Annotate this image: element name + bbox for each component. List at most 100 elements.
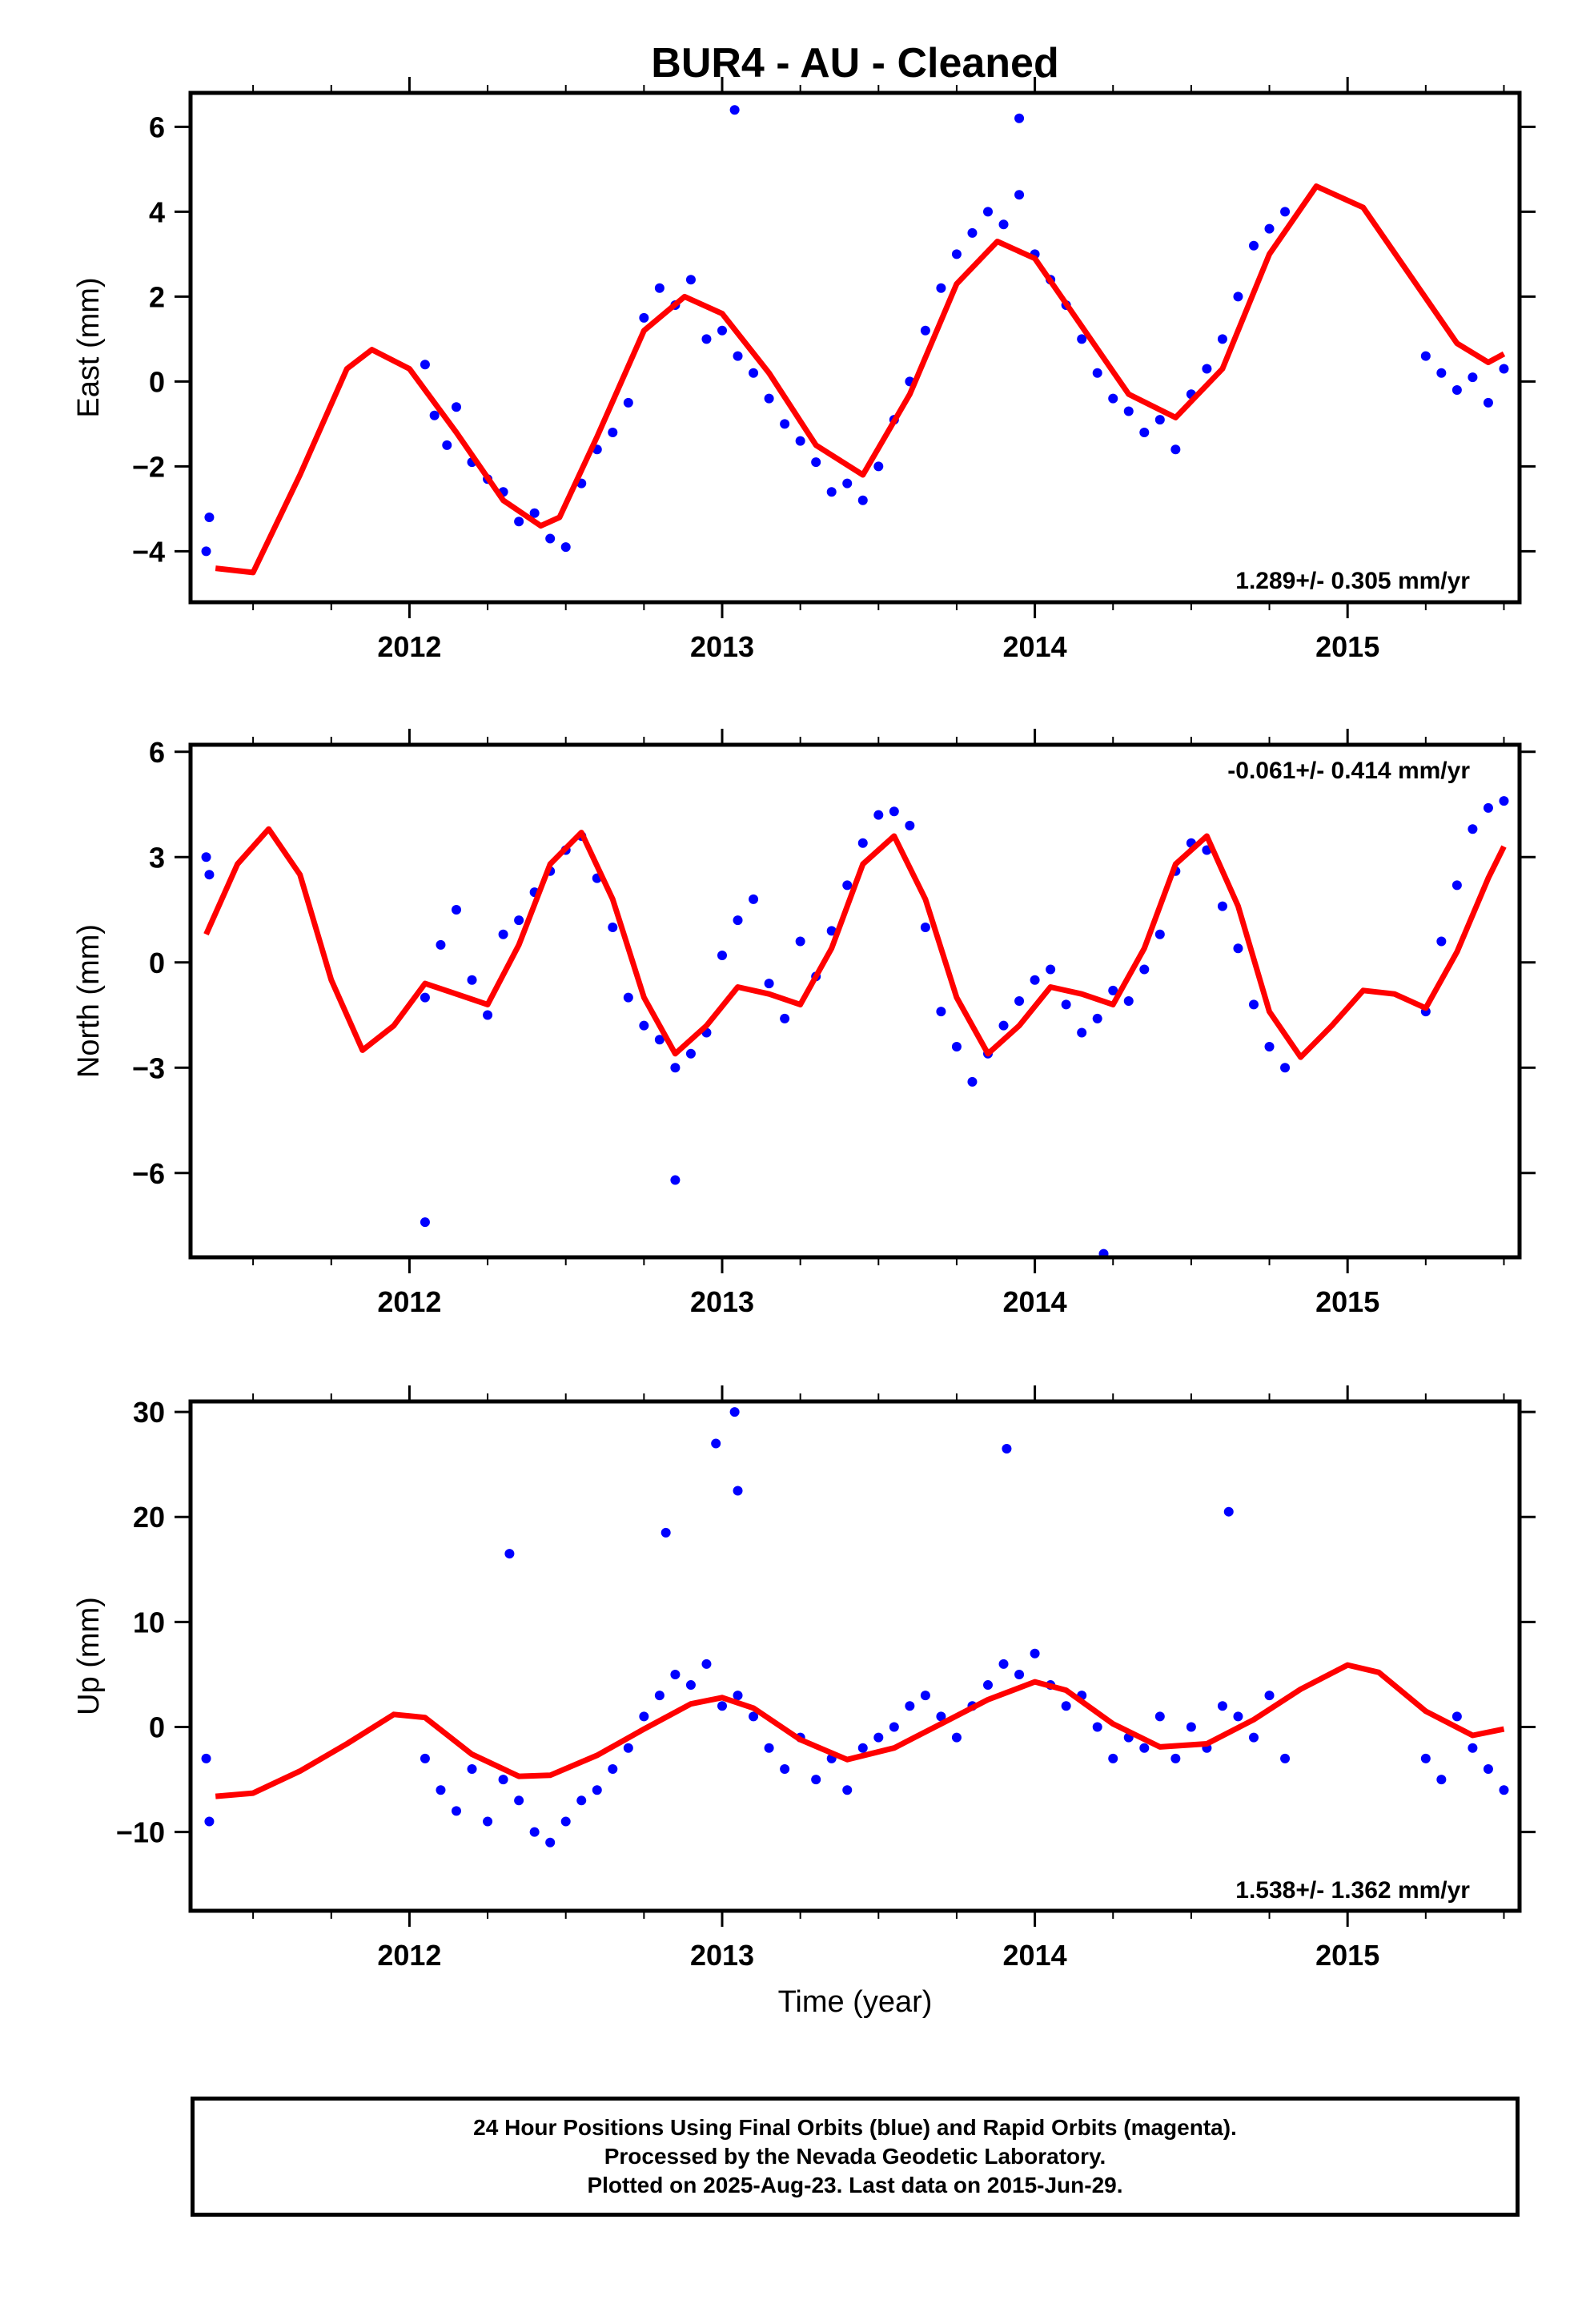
- data-point: [514, 517, 524, 527]
- data-point: [504, 1549, 515, 1559]
- velocity-annotation: -0.061+/- 0.414 mm/yr: [1227, 758, 1470, 784]
- data-point: [749, 1711, 759, 1722]
- data-point: [442, 440, 452, 450]
- x-tick-label: 2014: [1003, 1285, 1067, 1318]
- panel-1: 2012 2013 2014 2015 −4 −2 0 2 4 6 East (mm) 1.289+/…: [72, 77, 1536, 663]
- data-point: [780, 419, 790, 429]
- plot-frame: [188, 90, 1522, 605]
- data-point: [1030, 975, 1040, 985]
- data-point: [729, 1407, 740, 1417]
- data-point: [857, 838, 868, 848]
- data-point: [608, 428, 618, 437]
- data-point: [1014, 1669, 1025, 1679]
- plot-frame: [188, 742, 1522, 1260]
- data-point: [1217, 901, 1227, 911]
- data-point: [998, 1659, 1009, 1669]
- x-tick-label: 2015: [1315, 630, 1379, 663]
- data-point: [1436, 1775, 1447, 1785]
- x-tick-label: 2013: [690, 1285, 754, 1318]
- data-point: [1249, 999, 1259, 1010]
- data-point: [749, 894, 759, 904]
- data-point: [951, 249, 962, 259]
- data-point: [639, 1020, 649, 1031]
- plot-frame: [188, 1399, 1522, 1913]
- data-point: [1077, 334, 1087, 344]
- data-point: [764, 393, 774, 404]
- data-point: [1108, 985, 1118, 995]
- data-point: [1046, 964, 1056, 975]
- x-tick-label: 2014: [1003, 630, 1067, 663]
- data-point: [639, 1711, 649, 1722]
- data-point: [764, 1743, 774, 1753]
- y-tick-label: 0: [149, 1711, 165, 1744]
- data-point: [711, 1438, 721, 1449]
- data-series: [201, 1407, 1509, 1848]
- data-point: [905, 820, 915, 830]
- data-point: [623, 397, 633, 408]
- data-point: [1092, 368, 1102, 378]
- data-point: [920, 1691, 930, 1701]
- data-point: [1499, 796, 1509, 806]
- data-point: [1249, 240, 1259, 251]
- data-point: [1186, 1722, 1196, 1732]
- data-point: [1139, 1743, 1150, 1753]
- y-tick-label: 2: [149, 280, 165, 313]
- data-point: [1123, 406, 1134, 416]
- data-point: [1139, 964, 1150, 975]
- data-point: [983, 207, 993, 217]
- data-point: [436, 1785, 446, 1795]
- footer-box: 24 Hour Positions Using Final Orbits (bl…: [191, 2097, 1520, 2217]
- data-point: [811, 457, 821, 468]
- data-point: [1499, 364, 1509, 374]
- data-point: [1170, 444, 1181, 455]
- data-point: [873, 810, 884, 820]
- y-tick-label: −2: [132, 450, 165, 483]
- data-point: [1233, 292, 1243, 302]
- data-point: [1154, 929, 1165, 939]
- data-point: [998, 219, 1009, 230]
- data-series: [201, 796, 1509, 1257]
- data-point: [670, 1175, 681, 1185]
- data-point: [967, 227, 978, 238]
- data-point: [201, 1753, 211, 1763]
- data-point: [1202, 364, 1212, 374]
- y-tick-label: 30: [133, 1396, 165, 1429]
- data-point: [420, 360, 430, 370]
- velocity-annotation: 1.538+/- 1.362 mm/yr: [1235, 1877, 1470, 1904]
- x-tick-label: 2012: [377, 1939, 441, 1972]
- data-point: [1154, 1711, 1165, 1722]
- data-point: [1002, 1444, 1012, 1454]
- data-point: [1483, 802, 1493, 813]
- data-point: [701, 1659, 712, 1669]
- data-point: [1108, 393, 1118, 404]
- data-point: [467, 1763, 477, 1774]
- data-point: [873, 461, 884, 472]
- data-point: [429, 410, 440, 420]
- data-point: [842, 1785, 853, 1795]
- footer-line-2: Processed by the Nevada Geodetic Laborat…: [604, 2144, 1106, 2169]
- data-point: [733, 1691, 743, 1701]
- data-point: [1436, 936, 1447, 947]
- data-point: [1154, 415, 1165, 425]
- footer-line-1: 24 Hour Positions Using Final Orbits (bl…: [473, 2115, 1237, 2140]
- data-point: [905, 1701, 915, 1711]
- data-point: [545, 1837, 556, 1848]
- data-point: [1014, 996, 1025, 1006]
- data-point: [436, 939, 446, 950]
- x-tick-label: 2015: [1315, 1939, 1379, 1972]
- data-point: [826, 487, 837, 497]
- data-point: [795, 436, 805, 446]
- y-tick-label: −6: [132, 1157, 165, 1190]
- data-point: [1223, 1506, 1234, 1517]
- data-point: [857, 495, 868, 505]
- data-point: [1030, 1648, 1040, 1659]
- data-point: [857, 1743, 868, 1753]
- data-point: [1108, 1753, 1118, 1763]
- data-point: [204, 513, 215, 522]
- data-point: [452, 1806, 461, 1816]
- data-point: [685, 275, 696, 285]
- data-point: [452, 905, 461, 915]
- y-tick-label: 3: [149, 841, 165, 874]
- data-point: [1499, 1785, 1509, 1795]
